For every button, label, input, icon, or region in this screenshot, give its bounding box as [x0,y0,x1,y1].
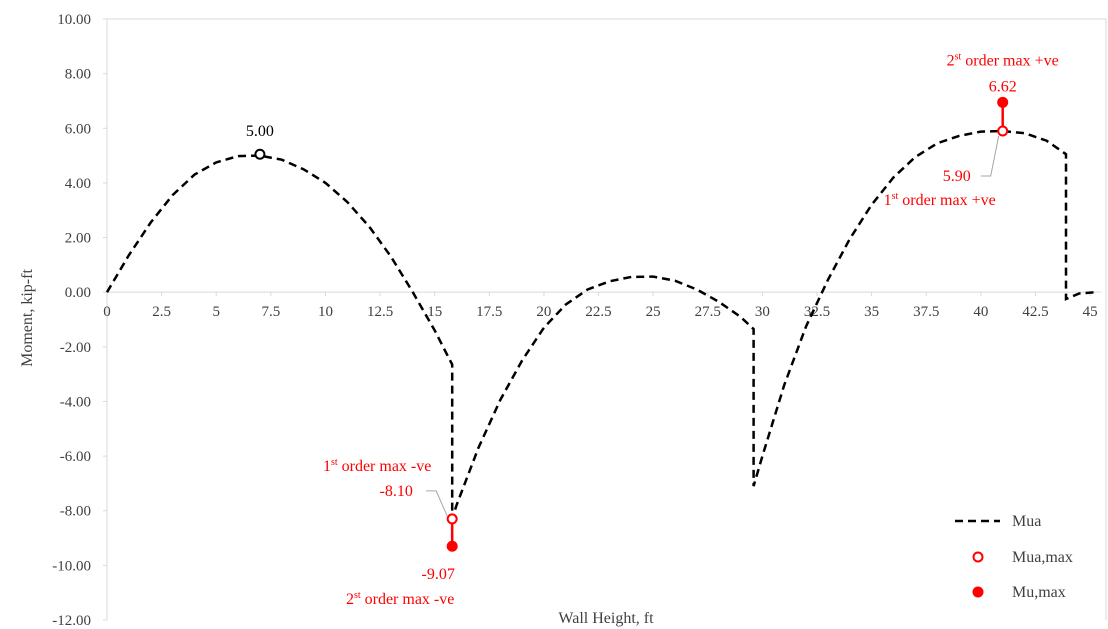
legend-item-mua: Mua [955,513,1041,530]
x-tick-label: 27.5 [695,304,721,320]
annotation-pos1val: 5.90 [943,168,971,185]
mu-max-marker [446,540,458,552]
annotation-neg1: 1st order max -ve [323,457,431,475]
y-tick-label: -4.00 [60,394,91,410]
x-tick-label: 7.5 [261,304,280,320]
y-tick-label: 2.00 [65,231,91,247]
legend-label-mu-max: Mu,max [1012,584,1066,601]
x-tick-label: 20 [536,304,551,320]
annotation-neg2: 2st order max -ve [346,590,454,608]
y-tick-label: -2.00 [60,340,91,356]
legend-swatch-mua-max [972,551,984,563]
legend-label-mua: Mua [1012,513,1041,530]
y-tick-label: 8.00 [65,67,91,83]
leader-line-pos [980,135,1000,177]
x-tick-label: 40 [973,304,988,320]
x-tick-label: 32.5 [804,304,830,320]
y-tick-label: -8.00 [60,504,91,520]
y-tick-label: -10.00 [52,558,91,574]
peak-marker [254,148,266,160]
x-tick-label: 30 [755,304,770,320]
x-tick-label: 37.5 [913,304,939,320]
x-tick-label: 35 [864,304,879,320]
x-axis-title: Wall Height, ft [558,610,654,627]
annotation-pos2val: 6.62 [989,78,1017,95]
x-tick-label: 17.5 [476,304,502,320]
x-tick-label: 2.5 [152,304,171,320]
x-tick-label: 0 [103,304,111,320]
legend-swatch-mu-max [972,586,984,598]
legend: Mua Mua,max Mu,max [955,513,1073,601]
annotation-neg1val: -8.10 [380,483,413,500]
legend-item-mu-max: Mu,max [972,584,1066,601]
mua-max-marker [446,513,458,525]
y-tick-label: -12.00 [52,613,91,629]
annotation-pos2: 2st order max +ve [947,51,1059,69]
y-tick-label: -6.00 [60,449,91,465]
legend-label-mua-max: Mua,max [1012,549,1073,566]
annotation-peak: 5.00 [246,123,274,140]
axes: 10.00 8.00 6.00 4.00 2.00 0.00 -2.00 -4.00 -6.00… [52,12,1107,629]
chart-marks [105,96,1097,552]
y-tick-label: 0.00 [65,285,91,301]
y-tick-label: 10.00 [57,12,91,28]
x-tick-label: 42.5 [1022,304,1048,320]
x-tick-label: 45 [1083,304,1098,320]
x-tick-label: 12.5 [367,304,393,320]
legend-item-mua-max: Mua,max [972,549,1073,566]
annotation-pos1: 1st order max +ve [884,191,996,209]
y-axis-title: Moment, kip-ft [19,269,36,367]
y-tick-label: 4.00 [65,176,91,192]
series-line-mua [105,129,1097,520]
annotation-neg2val: -9.07 [422,566,455,583]
mu-max-marker [997,96,1009,108]
x-tick-label: 25 [646,304,661,320]
leader-line-neg [426,490,448,517]
x-tick-label: 15 [427,304,442,320]
x-tick-label: 10 [318,304,333,320]
mua-max-marker [997,125,1009,137]
x-tick-label: 5 [212,304,220,320]
y-tick-label: 6.00 [65,121,91,137]
chart-annotations: 5.00 2st order max +ve 6.62 5.90 1st order m… [246,51,1059,608]
x-tick-label: 22.5 [585,304,611,320]
